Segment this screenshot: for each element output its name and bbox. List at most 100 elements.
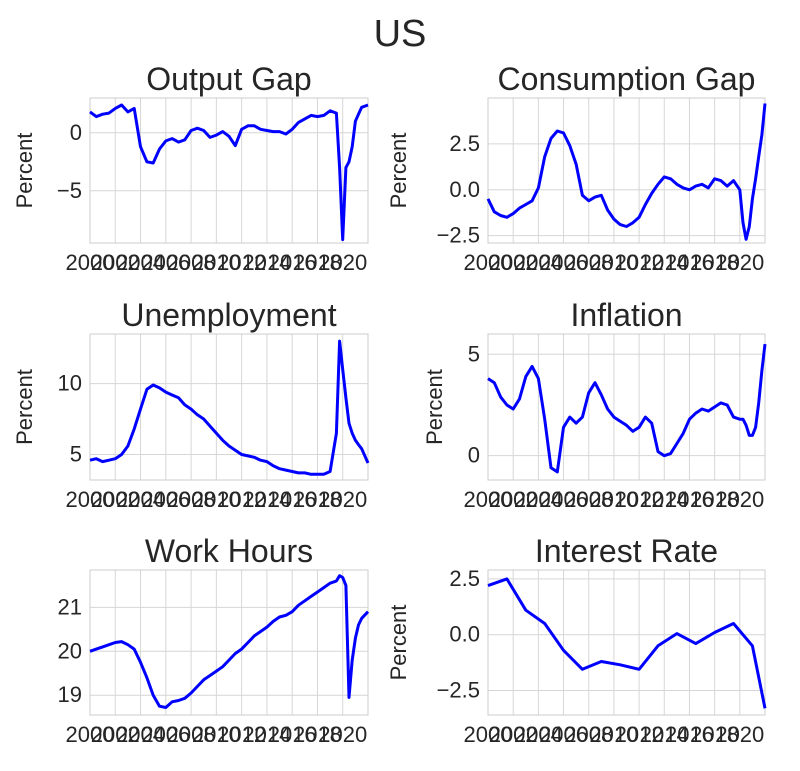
output-gap-x-tick-label: 2004 [116,250,165,275]
unemployment-x-tick-label: 2016 [268,487,317,512]
consumption-gap-x-tick-label: 2018 [690,250,739,275]
interest-rate-y-axis-label: Percent [386,605,411,681]
consumption-gap-y-axis-label: Percent [386,133,411,209]
unemployment-x-tick-label: 2002 [91,487,140,512]
figure-title: US [374,13,427,55]
consumption-gap-y-tick-label: 0.0 [449,177,480,202]
consumption-gap-x-tick-label: 2014 [640,250,689,275]
work-hours-panel: 2000200220042006200820102012201420162018… [58,533,370,747]
unemployment-panel: 2000200220042006200820102012201420162018… [12,297,370,512]
consumption-gap-x-tick-label: 2004 [514,250,563,275]
work-hours-x-tick-label: 2012 [217,722,266,747]
unemployment-x-tick-label: 2018 [293,487,342,512]
unemployment-plot-frame [89,333,369,481]
inflation-series-line-0 [487,343,767,474]
work-hours-x-tick-label: 2010 [192,722,241,747]
interest-rate-y-tick-label: 0.0 [449,622,480,647]
work-hours-series-line-0 [89,574,370,709]
unemployment-y-tick-label: 5 [70,441,82,466]
unemployment-x-tick-label: 2004 [116,487,165,512]
output-gap-panel: 2000200220042006200820102012201420162018… [12,61,369,275]
consumption-gap-x-tick-label: 2012 [615,250,664,275]
inflation-x-tick-label: 2000 [464,487,513,512]
work-hours-x-tick-label: 2016 [268,722,317,747]
work-hours-x-tick-label: 2018 [293,722,342,747]
consumption-gap-x-tick-label: 2010 [589,250,638,275]
work-hours-x-tick-label: 2000 [66,722,115,747]
output-gap-y-tick-label: 0 [70,120,82,145]
output-gap-x-tick-label: 2000 [66,250,115,275]
inflation-plot-frame [487,333,766,481]
consumption-gap-x-tick-label: 2002 [489,250,538,275]
output-gap-title: Output Gap [146,61,311,97]
work-hours-title: Work Hours [145,533,313,569]
inflation-title: Inflation [570,297,682,333]
consumption-gap-y-tick-label: −2.5 [437,223,480,248]
output-gap-x-tick-label: 2012 [217,250,266,275]
work-hours-x-tick-label: 2008 [167,722,216,747]
unemployment-x-tick-label: 2020 [318,487,367,512]
interest-rate-x-tick-label: 2004 [514,722,563,747]
inflation-x-tick-label: 2014 [640,487,689,512]
interest-rate-x-tick-label: 2010 [589,722,638,747]
interest-rate-x-tick-label: 2008 [564,722,613,747]
inflation-x-tick-label: 2012 [615,487,664,512]
inflation-x-tick-label: 2018 [690,487,739,512]
inflation-x-tick-label: 2006 [539,487,588,512]
inflation-x-tick-label: 2020 [715,487,764,512]
output-gap-y-tick-label: −5 [57,178,82,203]
work-hours-y-tick-label: 21 [58,594,82,619]
output-gap-y-axis-label: Percent [12,133,37,209]
output-gap-x-tick-label: 2016 [268,250,317,275]
consumption-gap-x-tick-label: 2006 [539,250,588,275]
inflation-panel: 2000200220042006200820102012201420162018… [422,297,767,512]
work-hours-x-tick-label: 2006 [141,722,190,747]
interest-rate-y-tick-label: −2.5 [437,677,480,702]
subplot-grid: 2000200220042006200820102012201420162018… [12,61,767,747]
interest-rate-x-tick-label: 2012 [615,722,664,747]
work-hours-x-tick-label: 2014 [242,722,291,747]
unemployment-x-tick-label: 2000 [66,487,115,512]
unemployment-title: Unemployment [121,297,336,333]
output-gap-series-line-0 [89,103,369,241]
interest-rate-x-tick-label: 2014 [640,722,689,747]
interest-rate-x-tick-label: 2006 [539,722,588,747]
output-gap-plot-frame [89,97,369,244]
interest-rate-y-tick-label: 2.5 [449,566,480,591]
output-gap-x-tick-label: 2018 [293,250,342,275]
consumption-gap-x-tick-label: 2000 [464,250,513,275]
consumption-gap-title: Consumption Gap [498,61,756,97]
interest-rate-x-tick-label: 2020 [715,722,764,747]
work-hours-x-tick-label: 2004 [116,722,165,747]
output-gap-x-tick-label: 2010 [192,250,241,275]
consumption-gap-y-tick-label: 2.5 [449,131,480,156]
output-gap-x-tick-label: 2006 [141,250,190,275]
unemployment-x-tick-label: 2014 [242,487,291,512]
consumption-gap-panel: 2000200220042006200820102012201420162018… [386,61,767,275]
unemployment-x-tick-label: 2008 [167,487,216,512]
unemployment-y-axis-label: Percent [12,369,37,445]
interest-rate-x-tick-label: 2000 [464,722,513,747]
consumption-gap-x-tick-label: 2016 [665,250,714,275]
consumption-gap-x-tick-label: 2020 [715,250,764,275]
interest-rate-x-tick-label: 2016 [665,722,714,747]
output-gap-x-tick-label: 2014 [242,250,291,275]
interest-rate-panel: 2000200220042006200820102012201420162018… [386,533,767,747]
work-hours-plot-frame [89,569,369,716]
inflation-x-tick-label: 2004 [514,487,563,512]
output-gap-x-tick-label: 2020 [318,250,367,275]
inflation-x-tick-label: 2002 [489,487,538,512]
interest-rate-series-line-0 [487,577,767,709]
unemployment-x-tick-label: 2012 [217,487,266,512]
work-hours-x-tick-label: 2020 [318,722,367,747]
work-hours-x-tick-label: 2002 [91,722,140,747]
inflation-y-tick-label: 5 [468,341,480,366]
work-hours-y-tick-label: 19 [58,682,82,707]
unemployment-series-line-0 [89,339,370,476]
consumption-gap-plot-frame [487,97,766,244]
unemployment-x-tick-label: 2010 [192,487,241,512]
unemployment-y-tick-label: 10 [58,371,82,396]
inflation-y-tick-label: 0 [468,443,480,468]
inflation-x-tick-label: 2008 [564,487,613,512]
